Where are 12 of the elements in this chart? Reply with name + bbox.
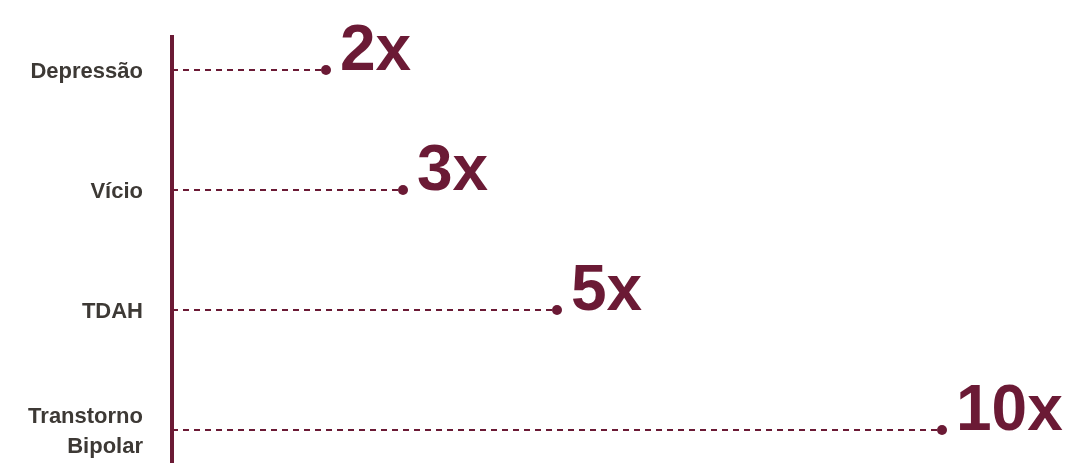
data-label: 2x	[340, 12, 412, 84]
point	[937, 425, 947, 435]
point	[552, 305, 562, 315]
data-label: 5x	[571, 252, 643, 324]
point	[321, 65, 331, 75]
y-tick-label: Vício	[90, 178, 143, 203]
y-tick-label: Transtorno Bipolar	[28, 403, 144, 458]
data-label: 3x	[417, 132, 489, 204]
y-tick-label: Depressão	[30, 58, 143, 83]
data-label: 10x	[956, 372, 1064, 444]
point	[398, 185, 408, 195]
y-tick-label: TDAH	[81, 298, 143, 323]
